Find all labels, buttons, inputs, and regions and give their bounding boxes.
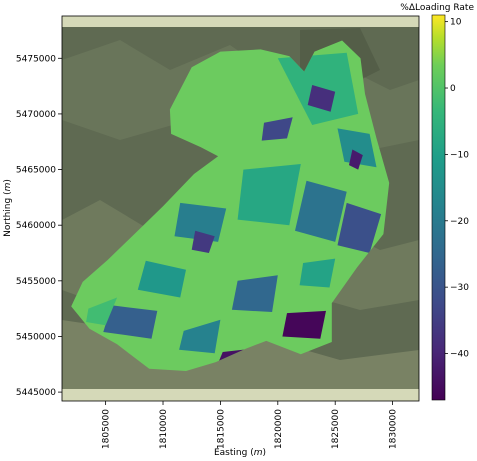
y-axis-label: Northing (m) bbox=[3, 179, 13, 237]
x-tick-label: 1805000 bbox=[102, 409, 112, 449]
colorbar-tick-label: 10 bbox=[450, 18, 462, 28]
terrain-band-bottom bbox=[62, 389, 419, 401]
value-zone bbox=[307, 85, 336, 112]
x-axis-ticks: 1805000 1810000 1815000 1820000 1825000 18300… bbox=[102, 401, 399, 449]
catchment-layer bbox=[71, 40, 390, 371]
y-axis-label-open-paren: ( bbox=[3, 191, 13, 197]
value-zone bbox=[231, 275, 278, 312]
value-zone bbox=[237, 164, 301, 226]
x-axis-label-open-paren: ( bbox=[247, 448, 253, 458]
y-tick-label: 5455000 bbox=[16, 277, 56, 287]
value-zone bbox=[86, 297, 118, 326]
y-axis-unit: m bbox=[3, 182, 13, 191]
value-zone bbox=[137, 260, 186, 298]
value-zone bbox=[179, 319, 221, 354]
y-axis-label-close-paren: ) bbox=[3, 179, 13, 183]
colorbar-tick-label: −30 bbox=[450, 283, 469, 293]
x-tick-label: 1815000 bbox=[216, 409, 226, 449]
value-zone bbox=[349, 149, 363, 170]
x-axis-label: Easting (m) bbox=[214, 448, 266, 458]
x-tick-label: 1820000 bbox=[274, 409, 284, 449]
value-zones bbox=[86, 52, 382, 366]
colorbar-tick-label: −20 bbox=[450, 217, 469, 227]
terrain-band-top bbox=[62, 16, 419, 27]
x-axis-label-close-paren: ) bbox=[262, 448, 266, 458]
value-zone bbox=[261, 117, 293, 141]
y-axis-ticks: 5475000 5470000 5465000 5460000 5455000 54500… bbox=[16, 54, 62, 398]
y-tick-label: 5465000 bbox=[16, 166, 56, 176]
value-zone bbox=[174, 202, 227, 242]
colorbar-tick-label: −10 bbox=[450, 150, 469, 160]
y-tick-label: 5460000 bbox=[16, 221, 56, 231]
y-tick-label: 5450000 bbox=[16, 332, 56, 342]
colorbar-tick-label: −40 bbox=[450, 350, 469, 360]
value-zone bbox=[191, 230, 215, 253]
value-zone bbox=[295, 180, 347, 242]
value-zone bbox=[282, 310, 326, 339]
colorbar-tick-label: 0 bbox=[450, 84, 456, 94]
x-axis-unit: m bbox=[254, 448, 263, 458]
x-axis-label-text: Easting bbox=[214, 448, 247, 458]
plot-frame bbox=[61, 15, 420, 402]
y-tick-label: 5475000 bbox=[16, 54, 56, 64]
value-zone bbox=[337, 128, 377, 168]
value-zone bbox=[337, 202, 382, 253]
y-tick-label: 5470000 bbox=[16, 110, 56, 120]
value-zone bbox=[103, 305, 158, 339]
y-tick-label: 5445000 bbox=[16, 388, 56, 398]
colorbar-ticks: 10 0 −10 −20 −30 −40 bbox=[445, 18, 469, 360]
colorbar-gradient bbox=[431, 14, 446, 401]
x-tick-label: 1830000 bbox=[389, 409, 399, 449]
value-zone bbox=[299, 258, 336, 288]
x-tick-label: 1810000 bbox=[159, 409, 169, 449]
colorbar-title: %ΔLoading Rate bbox=[400, 3, 474, 13]
y-axis-label-text: Northing bbox=[3, 198, 13, 237]
x-tick-label: 1825000 bbox=[331, 409, 341, 449]
